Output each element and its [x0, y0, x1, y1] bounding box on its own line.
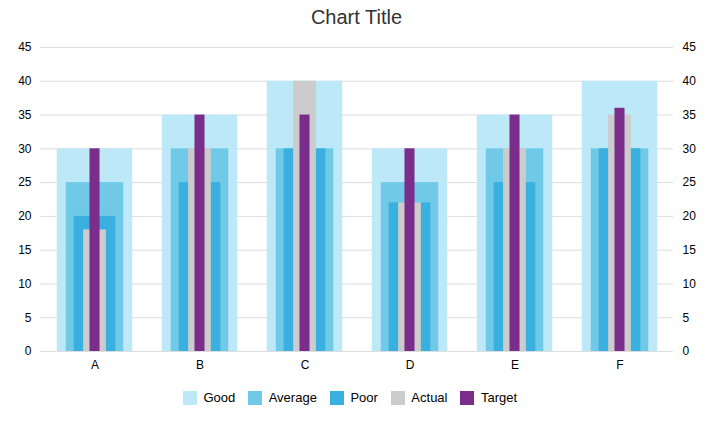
- svg-text:35: 35: [683, 108, 697, 122]
- html-text:Actual: Actual: [411, 390, 448, 405]
- svg-text:15: 15: [683, 243, 697, 257]
- svg-text:5: 5: [25, 311, 32, 325]
- svg-text:10: 10: [683, 277, 697, 291]
- svg-text:25: 25: [18, 175, 32, 189]
- svg-text:20: 20: [683, 209, 697, 223]
- svg-text:D: D: [406, 358, 415, 372]
- html-text:Target: Target: [481, 390, 518, 405]
- svg-text:F: F: [616, 358, 623, 372]
- svg-text:B: B: [196, 358, 204, 372]
- svg-text:10: 10: [18, 277, 32, 291]
- svg-text:40: 40: [683, 74, 697, 88]
- svg-text:0: 0: [683, 344, 690, 358]
- html-text:Poor: Poor: [350, 390, 378, 405]
- svg-text:20: 20: [18, 209, 32, 223]
- html-text:Average: Average: [268, 390, 317, 405]
- svg-text:5: 5: [683, 311, 690, 325]
- svg-text:C: C: [301, 358, 310, 372]
- svg-text:25: 25: [683, 175, 697, 189]
- svg-text:35: 35: [18, 108, 32, 122]
- svg-text:15: 15: [18, 243, 32, 257]
- svg-text:45: 45: [18, 40, 32, 54]
- svg-text:30: 30: [683, 142, 697, 156]
- svg-text:E: E: [511, 358, 519, 372]
- html-text:Chart Title: Chart Title: [310, 6, 403, 28]
- svg-text:A: A: [91, 358, 99, 372]
- svg-text:40: 40: [18, 74, 32, 88]
- svg-text:30: 30: [18, 142, 32, 156]
- svg-text:45: 45: [683, 40, 697, 54]
- svg-text:0: 0: [25, 344, 32, 358]
- html-text:Good: Good: [203, 390, 236, 405]
